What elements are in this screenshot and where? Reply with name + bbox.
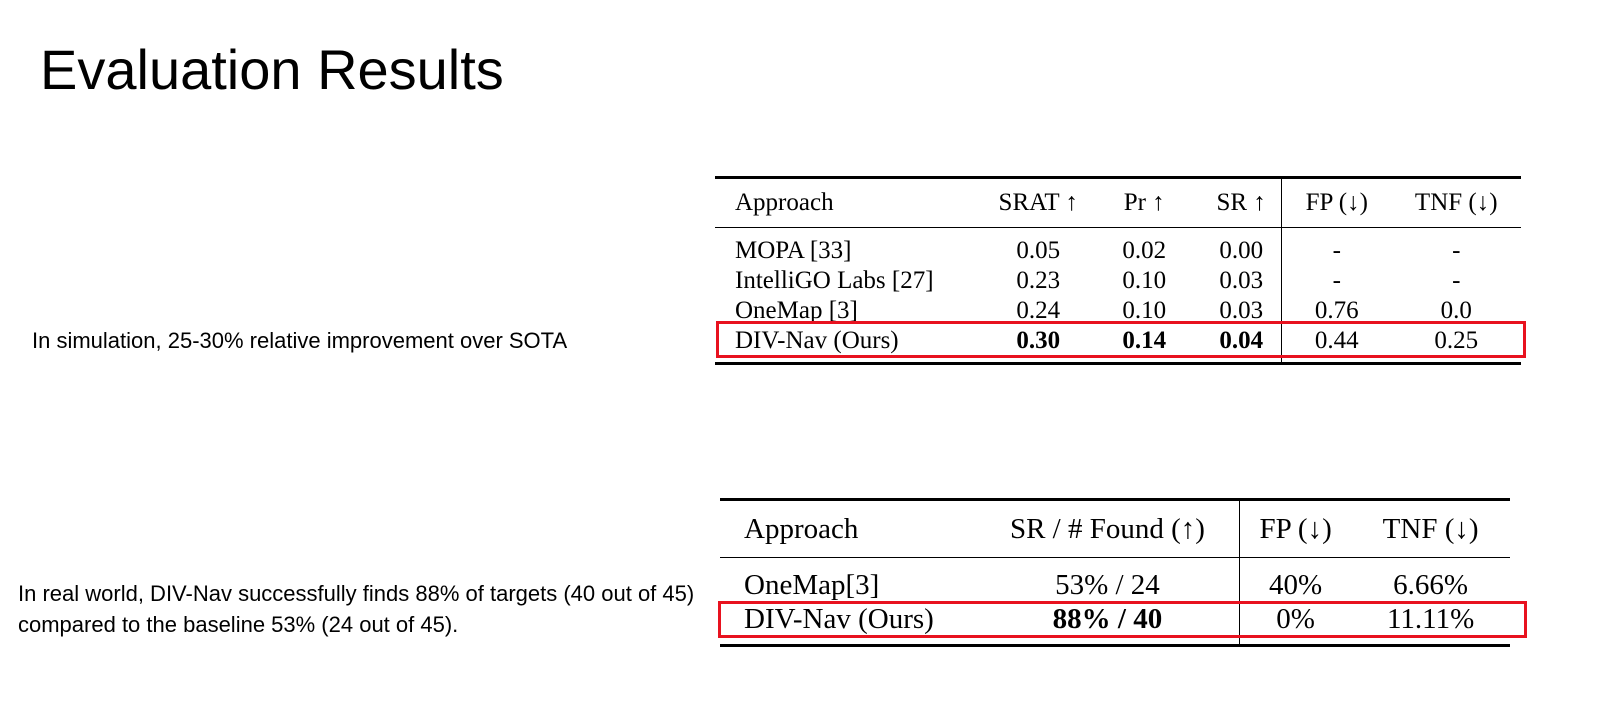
sr-cell: 0.03 — [1219, 297, 1264, 324]
col-header-sr-found: SR / # Found (↑) — [975, 499, 1240, 558]
srat-cell: 0.24 — [1016, 297, 1061, 324]
table-row: MOPA [33] 0.05 0.02 0.00 - - — [715, 227, 1521, 266]
fp-cell: 0.44 — [1281, 326, 1392, 364]
pr-cell: 0.14 — [1122, 327, 1167, 354]
sr-found-cell: 53% / 24 — [1055, 569, 1160, 601]
tnf-cell: - — [1452, 267, 1461, 294]
simulation-caption: In simulation, 25-30% relative improveme… — [32, 328, 568, 353]
col-header-tnf: TNF (↓) — [1351, 499, 1510, 558]
slide-title: Evaluation Results — [40, 38, 504, 101]
fp-cell: - — [1281, 227, 1392, 266]
table-row-highlighted: DIV-Nav (Ours) 0.30 0.14 0.04 0.44 0.25 — [715, 326, 1521, 364]
col-header-approach: Approach — [715, 177, 990, 228]
pr-cell: 0.10 — [1122, 297, 1167, 324]
approach-cell: OneMap[3] — [744, 569, 880, 601]
pr-cell: 0.10 — [1122, 267, 1167, 294]
real-world-results-table: Approach SR / # Found (↑) FP (↓) TNF (↓)… — [720, 498, 1510, 647]
fp-cell: - — [1281, 266, 1392, 296]
fp-cell: 0.76 — [1281, 296, 1392, 326]
tnf-cell: 6.66% — [1393, 569, 1469, 601]
col-header-fp: FP (↓) — [1281, 177, 1392, 228]
sr-cell: 0.00 — [1219, 237, 1264, 264]
col-header-pr: Pr ↑ — [1087, 177, 1202, 228]
pr-cell: 0.02 — [1122, 237, 1167, 264]
table-row: OneMap [3] 0.24 0.10 0.03 0.76 0.0 — [715, 296, 1521, 326]
sr-cell: 0.03 — [1219, 267, 1264, 294]
table-row: IntelliGO Labs [27] 0.23 0.10 0.03 - - — [715, 266, 1521, 296]
tnf-cell: 0.25 — [1434, 327, 1479, 354]
tnf-cell: 0.0 — [1440, 297, 1472, 324]
table-row-highlighted: DIV-Nav (Ours) 88% / 40 0% 11.11% — [720, 602, 1510, 646]
simulation-results-table: Approach SRAT ↑ Pr ↑ SR ↑ FP (↓) TNF (↓)… — [715, 176, 1521, 365]
approach-cell: DIV-Nav (Ours) — [744, 603, 934, 635]
approach-cell: DIV-Nav (Ours) — [735, 327, 899, 354]
srat-cell: 0.30 — [1016, 327, 1061, 354]
tnf-cell: - — [1452, 237, 1461, 264]
approach-cell: MOPA [33] — [735, 237, 852, 264]
col-header-tnf: TNF (↓) — [1391, 177, 1521, 228]
srat-cell: 0.05 — [1016, 237, 1061, 264]
col-header-fp: FP (↓) — [1239, 499, 1352, 558]
fp-cell: 40% — [1239, 557, 1352, 602]
fp-cell: 0% — [1239, 602, 1352, 646]
approach-cell: OneMap [3] — [735, 297, 858, 324]
table-row: OneMap[3] 53% / 24 40% 6.66% — [720, 557, 1510, 602]
srat-cell: 0.23 — [1016, 267, 1061, 294]
sr-found-cell: 88% / 40 — [1052, 603, 1163, 635]
table-header-row: Approach SR / # Found (↑) FP (↓) TNF (↓) — [720, 499, 1510, 558]
table-header-row: Approach SRAT ↑ Pr ↑ SR ↑ FP (↓) TNF (↓) — [715, 177, 1521, 228]
real-world-caption: In real world, DIV-Nav successfully find… — [18, 581, 695, 637]
col-header-srat: SRAT ↑ — [989, 177, 1088, 228]
col-header-sr: SR ↑ — [1201, 177, 1282, 228]
tnf-cell: 11.11% — [1386, 603, 1475, 635]
approach-cell: IntelliGO Labs [27] — [735, 267, 934, 294]
sr-cell: 0.04 — [1219, 327, 1264, 354]
col-header-approach: Approach — [720, 499, 976, 558]
